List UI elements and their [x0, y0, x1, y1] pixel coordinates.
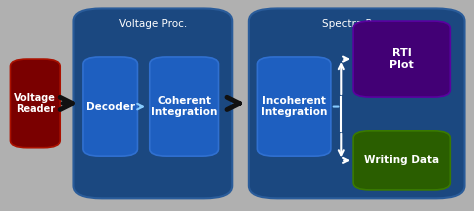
- FancyBboxPatch shape: [249, 8, 465, 198]
- FancyBboxPatch shape: [353, 21, 450, 97]
- Text: RTI
Plot: RTI Plot: [389, 48, 414, 70]
- FancyBboxPatch shape: [73, 8, 232, 198]
- Text: Writing Data: Writing Data: [364, 155, 439, 165]
- Text: Incoherent
Integration: Incoherent Integration: [261, 96, 328, 117]
- Text: Voltage Proc.: Voltage Proc.: [119, 19, 187, 29]
- FancyBboxPatch shape: [150, 57, 219, 156]
- Text: Coherent
Integration: Coherent Integration: [151, 96, 218, 117]
- Text: Voltage
Reader: Voltage Reader: [14, 93, 56, 114]
- FancyBboxPatch shape: [83, 57, 137, 156]
- FancyBboxPatch shape: [257, 57, 331, 156]
- FancyBboxPatch shape: [10, 59, 60, 148]
- Text: Decoder: Decoder: [86, 101, 135, 112]
- FancyBboxPatch shape: [353, 131, 450, 190]
- Text: Spectra Proc.: Spectra Proc.: [322, 19, 392, 29]
